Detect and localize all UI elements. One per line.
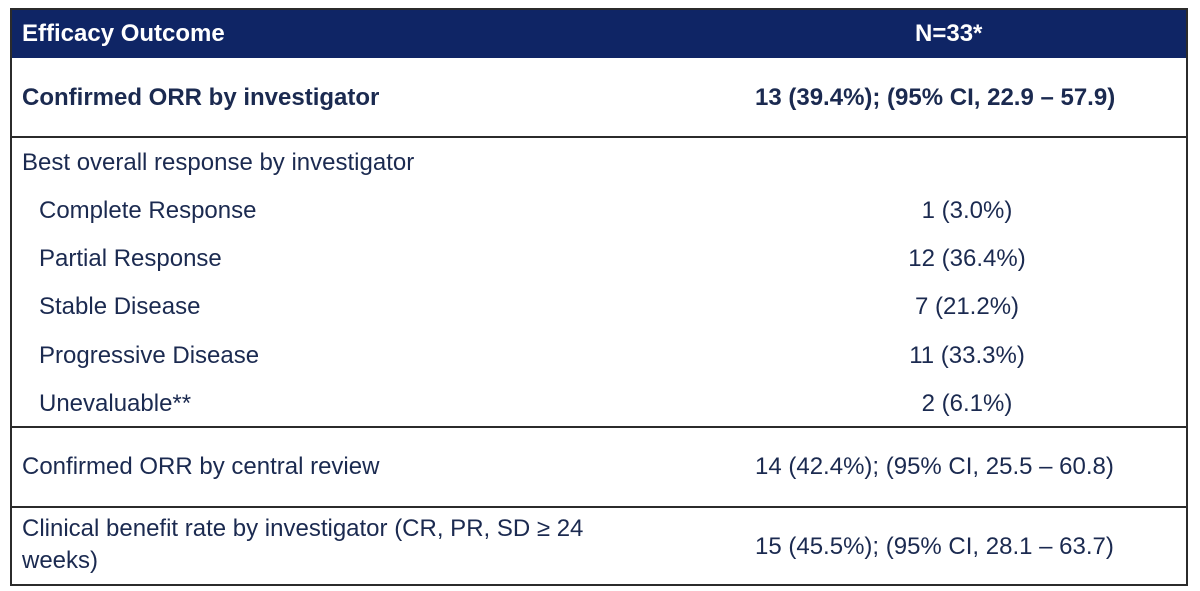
list-item-label: Progressive Disease (39, 342, 260, 369)
row-value-confirmed-orr-central: 14 (42.4%); (95% CI, 25.5 – 60.8) (755, 453, 1114, 480)
list-item-value: 12 (36.4%) (908, 245, 1026, 272)
list-item-label: Complete Response (39, 197, 257, 224)
table-header: Efficacy Outcome N=33* (12, 10, 1186, 58)
section-label-best-overall-response: Best overall response by investigator (22, 149, 415, 176)
row-label-confirmed-orr-investigator: Confirmed ORR by investigator (22, 84, 380, 111)
list-item-value: 1 (3.0%) (921, 197, 1013, 224)
row-divider (12, 426, 1186, 428)
row-value-clinical-benefit: 15 (45.5%); (95% CI, 28.1 – 63.7) (755, 533, 1114, 560)
list-item-value: 11 (33.3%) (909, 342, 1025, 369)
row-label-clinical-benefit-line2: weeks) (22, 547, 99, 574)
list-item-value: 2 (6.1%) (921, 390, 1013, 417)
row-label-confirmed-orr-central: Confirmed ORR by central review (22, 453, 380, 480)
efficacy-table: Efficacy Outcome N=33* Confirmed ORR by … (10, 8, 1188, 586)
list-item-label: Partial Response (39, 245, 222, 272)
header-n-label: N=33* (915, 20, 983, 47)
list-item-label: Unevaluable** (39, 390, 192, 417)
row-divider (12, 506, 1186, 508)
header-outcome-label: Efficacy Outcome (22, 20, 225, 47)
list-item-value: 7 (21.2%) (914, 293, 1020, 320)
row-label-clinical-benefit-line1: Clinical benefit rate by investigator (C… (22, 515, 584, 542)
list-item-label: Stable Disease (39, 293, 201, 320)
row-divider (12, 136, 1186, 138)
row-value-confirmed-orr-investigator: 13 (39.4%); (95% CI, 22.9 – 57.9) (755, 84, 1116, 111)
